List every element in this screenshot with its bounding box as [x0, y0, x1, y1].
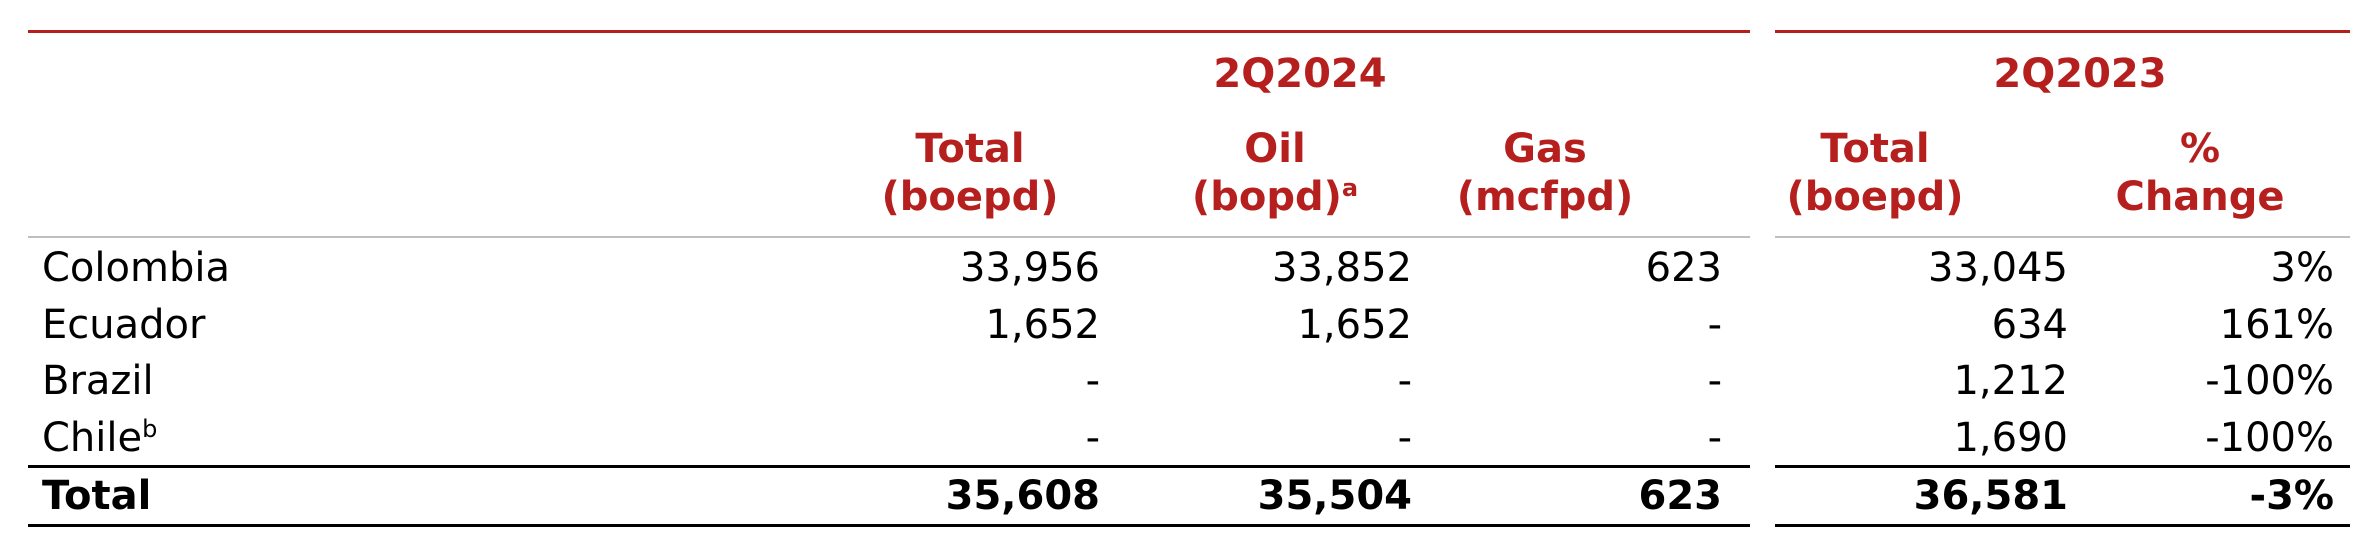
cell-prior-total: 634 — [1991, 302, 2068, 348]
cell-pct-change: -100% — [2205, 358, 2334, 404]
cell-current-gas: - — [1707, 358, 1722, 404]
row-label: Ecuador — [42, 302, 206, 348]
col-header-current-total: Total (boepd) — [881, 126, 1059, 220]
cell-current-total: 1,652 — [985, 302, 1100, 348]
bottom-rule-prior — [1775, 524, 2350, 527]
cell-pct-change: -100% — [2205, 415, 2334, 461]
col-header-current-oil: Oil (bopd)a — [1191, 126, 1359, 220]
cell-current-gas: - — [1707, 302, 1722, 348]
top-rule-current — [28, 30, 1750, 33]
total-current-gas: 623 — [1638, 473, 1723, 519]
cell-current-oil: 1,652 — [1297, 302, 1412, 348]
cell-pct-change: 161% — [2219, 302, 2334, 348]
row-label: Chileb — [42, 415, 158, 461]
total-top-rule-prior — [1775, 465, 2350, 468]
cell-current-oil: - — [1397, 415, 1412, 461]
total-prior-total: 36,581 — [1913, 473, 2068, 519]
cell-current-oil: 33,852 — [1272, 245, 1412, 291]
col-header-current-gas: Gas (mcfpd) — [1456, 126, 1634, 220]
cell-current-oil: - — [1397, 358, 1412, 404]
period-header-prior: 2Q2023 — [1993, 51, 2167, 97]
total-current-total: 35,608 — [945, 473, 1100, 519]
col-header-pct-change: % Change — [2115, 126, 2285, 220]
footnote-b-marker: b — [142, 415, 158, 443]
col-header-prior-total: Total (boepd) — [1786, 126, 1964, 220]
cell-prior-total: 1,690 — [1953, 415, 2068, 461]
cell-current-total: - — [1085, 358, 1100, 404]
cell-current-gas: - — [1707, 415, 1722, 461]
cell-current-gas: 623 — [1645, 245, 1722, 291]
total-current-oil: 35,504 — [1257, 473, 1412, 519]
period-header-current: 2Q2024 — [1213, 51, 1387, 97]
footnote-a-marker: a — [1341, 174, 1359, 202]
header-rule-current — [28, 236, 1750, 238]
cell-current-total: - — [1085, 415, 1100, 461]
bottom-rule-current — [28, 524, 1750, 527]
cell-pct-change: 3% — [2270, 245, 2334, 291]
top-rule-prior — [1775, 30, 2350, 33]
row-label: Brazil — [42, 358, 154, 404]
cell-prior-total: 1,212 — [1953, 358, 2068, 404]
total-top-rule-current — [28, 465, 1750, 468]
header-rule-prior — [1775, 236, 2350, 238]
row-label: Colombia — [42, 245, 230, 291]
cell-prior-total: 33,045 — [1928, 245, 2068, 291]
cell-current-total: 33,956 — [960, 245, 1100, 291]
total-pct-change: -3% — [2249, 473, 2334, 519]
total-row-label: Total — [42, 473, 152, 519]
